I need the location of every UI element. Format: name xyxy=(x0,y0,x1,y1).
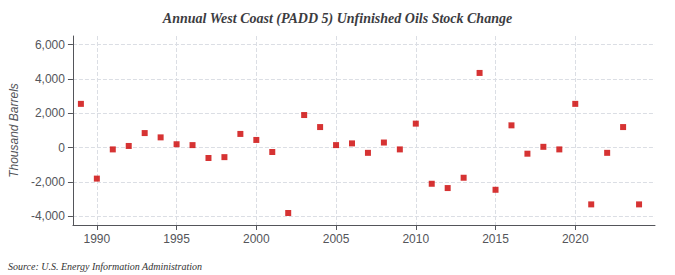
svg-text:2005: 2005 xyxy=(323,232,350,246)
svg-text:2010: 2010 xyxy=(402,232,429,246)
svg-text:Source: U.S. Energy Informatio: Source: U.S. Energy Information Administ… xyxy=(8,261,202,272)
svg-text:Annual West Coast (PADD 5) Unf: Annual West Coast (PADD 5) Unfinished Oi… xyxy=(162,11,512,27)
svg-text:Thousand Barrels: Thousand Barrels xyxy=(7,83,21,178)
svg-text:2015: 2015 xyxy=(482,232,509,246)
svg-text:0: 0 xyxy=(58,141,65,155)
svg-text:2020: 2020 xyxy=(562,232,589,246)
svg-text:2,000: 2,000 xyxy=(35,106,65,120)
svg-text:-2,000: -2,000 xyxy=(31,175,65,189)
svg-text:-4,000: -4,000 xyxy=(31,209,65,223)
svg-text:4,000: 4,000 xyxy=(35,72,65,86)
svg-text:2000: 2000 xyxy=(243,232,270,246)
svg-text:6,000: 6,000 xyxy=(35,38,65,52)
svg-text:1995: 1995 xyxy=(163,232,190,246)
svg-text:1990: 1990 xyxy=(83,232,110,246)
